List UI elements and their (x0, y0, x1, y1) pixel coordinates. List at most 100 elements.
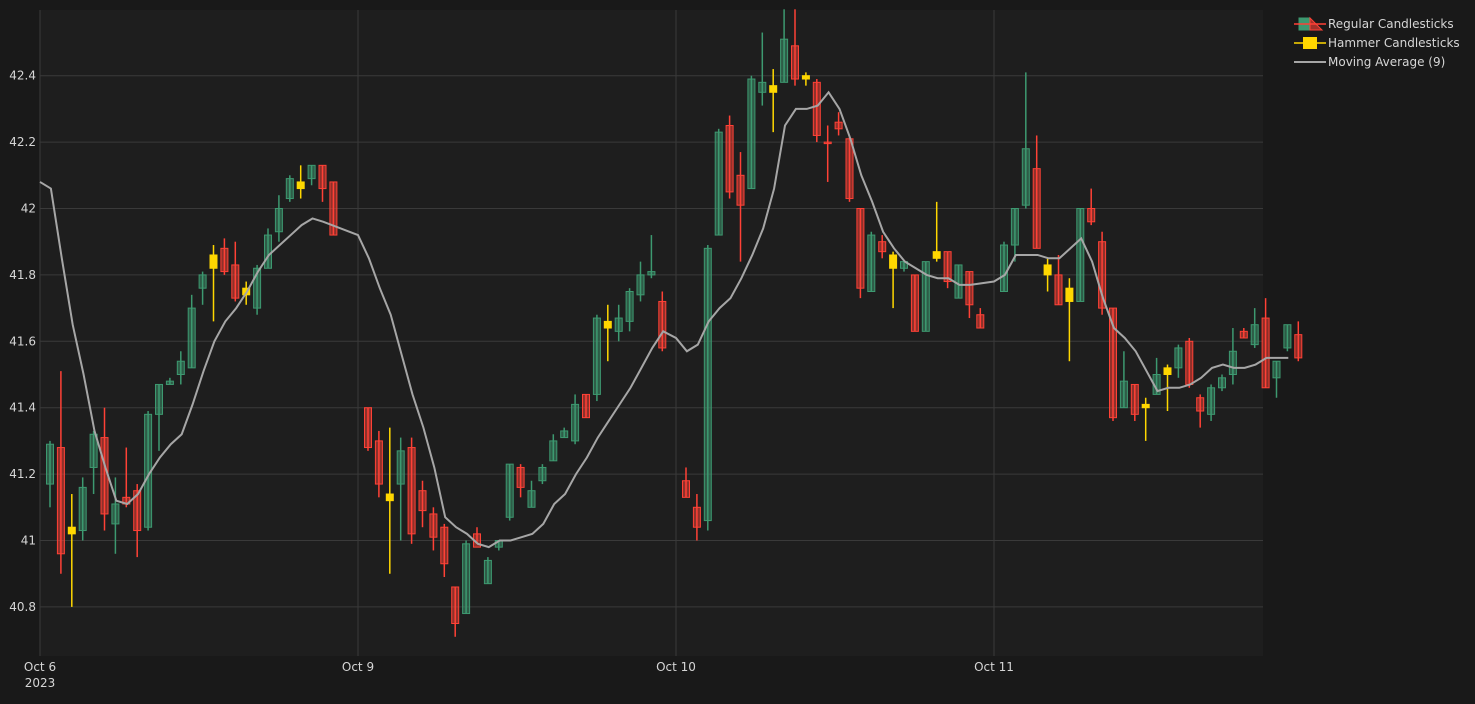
candle-body (253, 267, 262, 309)
candle-body (954, 264, 963, 299)
hammer-candle (932, 201, 941, 262)
candle-body (1185, 340, 1194, 385)
y-tick-label: 42.4 (9, 69, 36, 83)
candle (198, 271, 207, 305)
candle-body (67, 526, 76, 535)
legend-item[interactable]: Hammer Candlesticks (1294, 36, 1460, 50)
legend-label: Regular Candlesticks (1328, 17, 1454, 31)
hammer-candle (296, 165, 305, 199)
candle-body (451, 586, 460, 624)
candle-body (220, 247, 229, 273)
candle-body (1250, 324, 1259, 346)
candle (1000, 241, 1008, 293)
candle-body (921, 261, 930, 332)
candle-body (374, 440, 383, 485)
candles (46, 9, 1303, 637)
legend-label: Moving Average (9) (1328, 55, 1445, 69)
candle-body (889, 254, 898, 269)
candle-body (1218, 377, 1226, 389)
candle (1185, 337, 1194, 388)
candle (780, 9, 789, 83)
candle-body (1239, 330, 1248, 339)
candle (451, 586, 460, 637)
candle (155, 383, 163, 451)
hammer-candle (1043, 258, 1052, 292)
candle-body (780, 38, 789, 83)
candle-body (932, 251, 941, 259)
candle (1228, 328, 1237, 385)
candle-body (231, 264, 240, 299)
candle-body (549, 440, 558, 462)
candle-body (296, 181, 305, 190)
candle-body (429, 513, 438, 538)
candle-body (878, 241, 887, 253)
candle (407, 437, 416, 544)
candle (307, 164, 316, 186)
candle-body (910, 274, 919, 332)
candle (274, 195, 283, 242)
candle-body (538, 466, 547, 482)
candle-body (1076, 208, 1085, 302)
candle-body (976, 314, 985, 329)
hammer-candle (801, 72, 810, 86)
candle (89, 430, 98, 495)
candle (636, 261, 645, 302)
candle-body (78, 486, 87, 532)
candle (1218, 374, 1226, 392)
candle-body (867, 234, 876, 292)
legend-item[interactable]: Moving Average (9) (1294, 55, 1445, 69)
candle-body (636, 274, 645, 296)
candle-body (1174, 347, 1183, 369)
candle-body (1283, 324, 1292, 349)
candle (1294, 321, 1303, 362)
candle (1054, 254, 1063, 306)
candle-body (46, 443, 54, 485)
legend-item[interactable]: Regular Candlesticks (1294, 16, 1454, 31)
candle (560, 427, 569, 439)
candle-body (285, 178, 294, 200)
candle-body (592, 317, 601, 395)
candle-body (89, 433, 98, 468)
candle (165, 377, 174, 385)
candle-body (1087, 208, 1096, 223)
x-axis-ticks: Oct 6 2023 Oct 9 Oct 10 Oct 11 (24, 660, 1014, 690)
candle (440, 523, 449, 578)
candle-body (516, 466, 525, 488)
candle (703, 245, 712, 531)
candle (285, 175, 294, 202)
candle-body (1163, 367, 1172, 375)
candle (965, 271, 974, 319)
candle-body (812, 81, 821, 136)
candle-body (155, 383, 163, 415)
candle-body (571, 403, 580, 442)
candle-body (527, 490, 536, 508)
candle-body (198, 274, 207, 289)
candle-body (209, 254, 218, 269)
hammer-candle (769, 69, 778, 133)
candle (692, 494, 701, 541)
hammer-candle (209, 245, 218, 322)
candle (736, 152, 745, 262)
candle (1283, 324, 1292, 352)
candle-body (625, 291, 634, 322)
candle-body (943, 251, 952, 283)
candle-body (418, 490, 427, 512)
candle-body (692, 506, 701, 528)
candle (549, 434, 558, 462)
candle-body (364, 407, 372, 449)
candle-body (483, 559, 492, 585)
moving-average-line (39, 90, 1289, 549)
legend[interactable]: Regular Candlesticks Hammer Candlesticks M… (1294, 16, 1460, 69)
candle (571, 394, 580, 445)
candle (133, 484, 142, 558)
candle-body (307, 164, 316, 180)
candle-body (1228, 350, 1237, 376)
x-tick-label: Oct 6 (24, 660, 56, 674)
moving-average-path (39, 90, 1289, 549)
hammer-candle (603, 304, 612, 362)
candle (954, 264, 963, 299)
candle (46, 440, 54, 508)
candle (462, 540, 471, 615)
candle (527, 480, 536, 508)
